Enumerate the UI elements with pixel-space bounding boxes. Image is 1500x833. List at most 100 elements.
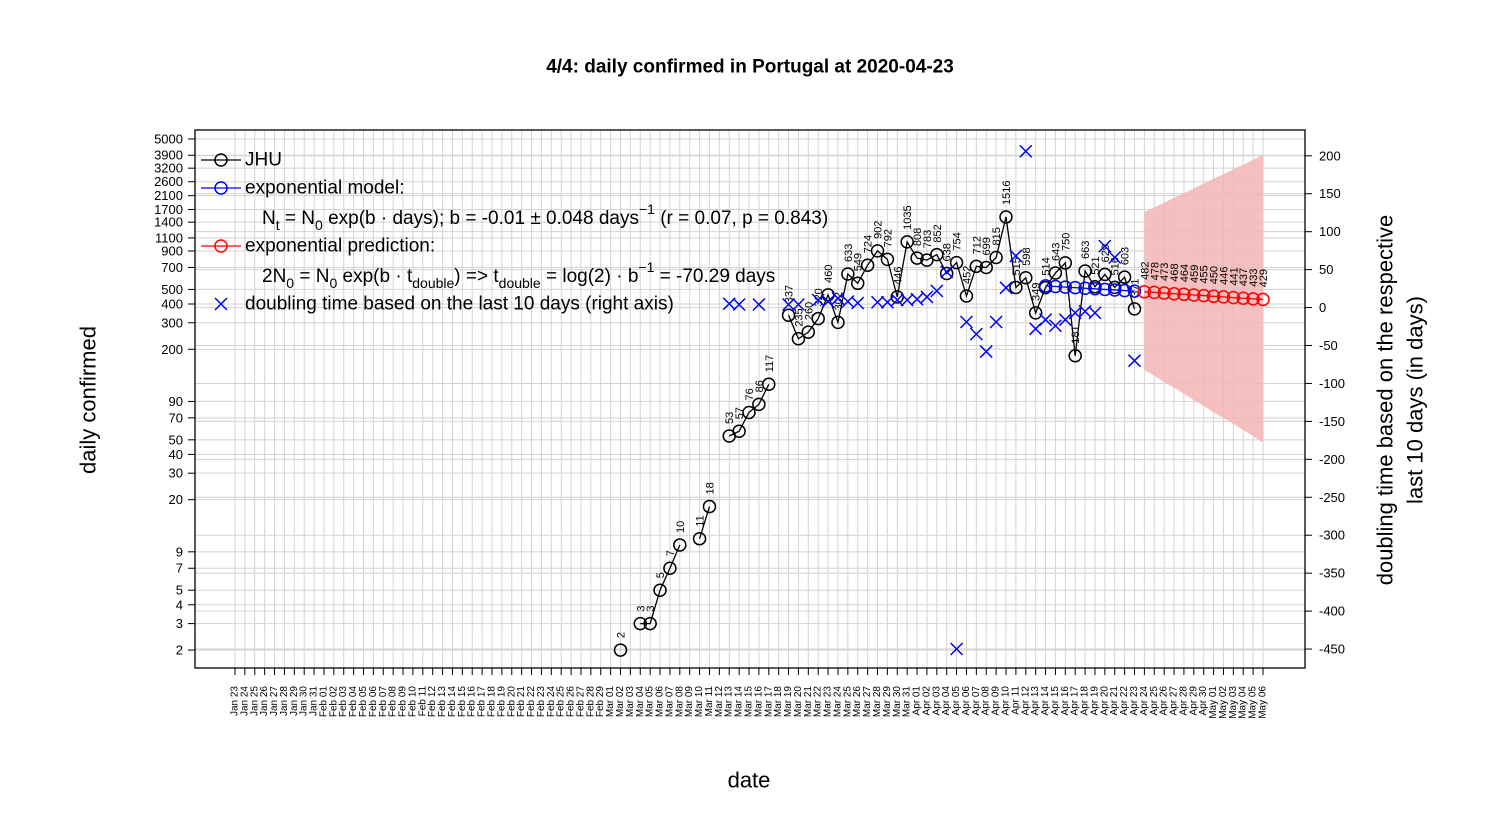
x-tick-label: Mar 15 [744,686,755,718]
circle-marker [742,405,756,420]
data-label: 464 [1179,264,1191,282]
x-tick-label: Feb 12 [427,686,438,718]
x-tick-label: Feb 21 [516,686,527,718]
x-marker [920,290,934,304]
data-label: 2 [616,632,628,638]
x-axis-label: date [728,768,771,793]
legend-note-part: = N [294,266,329,287]
x-tick-label: Mar 23 [823,686,834,718]
legend-note-part: −1 [638,259,654,275]
y2-tick-label: 200 [1319,148,1341,163]
x-tick-label: Feb 26 [566,686,577,718]
x-tick-label: May 04 [1238,686,1249,719]
circle-marker [1256,292,1270,307]
x-tick-label: Mar 02 [615,686,626,718]
x-tick-label: Apr 30 [1198,686,1209,716]
y2-axis-label: doubling time based on the respective [1373,215,1398,586]
circle-marker [1117,270,1132,284]
y-tick-label: 400 [161,296,183,311]
x-marker [1019,144,1033,158]
x-tick-label: Mar 13 [724,686,735,718]
circle-marker [1098,267,1112,282]
circle-marker [850,276,865,291]
y-tick-label: 3200 [154,161,183,176]
x-tick-label: Apr 18 [1080,686,1091,716]
data-label: 852 [932,224,944,242]
x-tick-label: Apr 21 [1109,686,1120,716]
data-label: 902 [873,221,885,239]
circle-marker [900,235,914,249]
x-tick-label: May 01 [1208,686,1219,719]
x-tick-label: Jan 24 [239,686,250,716]
circle-marker [1216,290,1231,304]
y-tick-label: 40 [169,447,183,462]
y-tick-label: 300 [161,315,183,330]
data-label: 473 [1159,263,1171,281]
x-tick-label: Apr 27 [1169,686,1180,716]
data-label: 459 [1189,265,1201,283]
circle-marker [1088,282,1102,296]
x-tick-label: Jan 28 [279,686,290,716]
y-tick-label: 5 [176,583,183,598]
x-tick-label: Feb 24 [546,686,557,718]
x-tick-label: Jan 31 [309,686,320,716]
x-tick-label: Mar 11 [704,686,715,717]
legend-note-part: t [276,217,280,233]
x-tick-label: Mar 22 [813,686,824,718]
y-tick-label: 2600 [154,174,183,189]
circle-marker [1246,292,1260,306]
data-label: 643 [1050,243,1062,261]
x-tick-label: Apr 06 [961,686,972,716]
y-tick-label: 1400 [154,215,183,230]
x-tick-label: Jan 29 [289,686,300,716]
x-marker [989,315,1003,329]
prediction-band [1144,155,1263,443]
data-label: 603 [1120,247,1132,265]
x-tick-label: Mar 07 [664,686,675,718]
y-tick-label: 200 [161,342,183,357]
y-tick-label: 7 [176,561,183,576]
x-tick-label: Apr 29 [1188,686,1199,716]
x-marker [969,327,983,341]
legend-note: Nt = N0 exp(b · days); b = -0.01 ± 0.048… [262,201,828,233]
data-label: 815 [991,227,1003,245]
x-tick-label: Apr 08 [981,686,992,716]
data-label: 1035 [902,205,914,229]
legend-label: JHU [245,150,282,171]
legend-note-part: = log(2) · b [541,266,639,287]
x-marker [722,297,736,311]
x-tick-label: Apr 24 [1139,686,1150,716]
circle-marker [673,538,687,552]
x-tick-label: Apr 10 [1001,686,1012,716]
x-tick-label: Mar 06 [655,686,666,718]
y2-tick-label: -200 [1319,452,1345,467]
legend-note-part: 2N [262,266,286,287]
y-tick-label: 30 [169,466,183,481]
circle-marker [1177,287,1191,302]
circle-marker [1127,302,1142,316]
x-tick-label: Feb 01 [318,686,329,718]
y-tick-label: 500 [161,282,183,297]
data-label: 53 [724,412,736,424]
circle-marker [1028,306,1043,320]
data-label: 808 [912,228,924,246]
circle-marker [1236,291,1250,305]
data-label: 754 [952,232,964,250]
circle-marker [1058,256,1073,270]
x-tick-label: Apr 05 [951,686,962,716]
data-label: 699 [981,237,993,255]
x-marker [1048,319,1062,333]
x-tick-label: Feb 04 [348,686,359,718]
data-label: 452 [961,266,973,284]
legend-note-part: (r = 0.07, p = 0.843) [655,208,828,229]
data-label: 521 [1090,256,1102,274]
x-tick-label: Apr 16 [1060,686,1071,716]
x-tick-label: Mar 21 [803,686,814,718]
legend-label: exponential prediction: [245,236,435,257]
y-tick-label: 3900 [154,148,183,163]
data-label: 783 [922,230,934,248]
x-tick-label: Apr 02 [921,686,932,716]
y-tick-label: 50 [169,432,183,447]
x-tick-label: May 02 [1218,686,1229,719]
data-label: 792 [882,229,894,247]
